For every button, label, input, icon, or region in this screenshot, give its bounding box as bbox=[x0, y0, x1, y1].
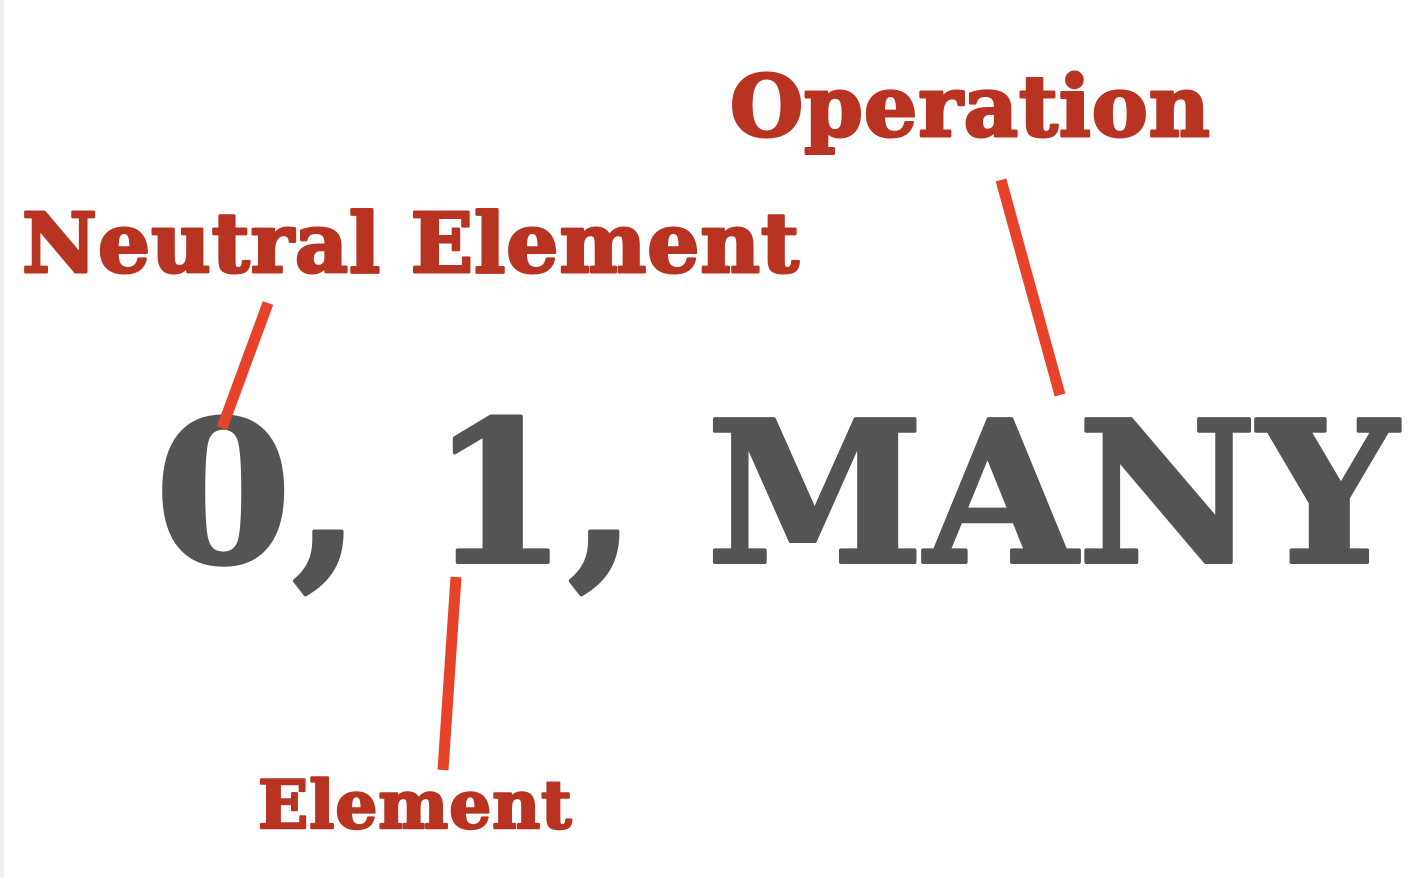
main-expression: 0, 1, MANY bbox=[155, 379, 1400, 609]
element-label: Element bbox=[258, 766, 573, 844]
operation-label: Operation bbox=[730, 57, 1211, 156]
neutral-element-label: Neutral Element bbox=[22, 196, 800, 292]
operation-connector-line bbox=[995, 178, 1066, 397]
element-connector-line bbox=[437, 576, 462, 771]
neutral-element-connector-line bbox=[216, 301, 274, 430]
slide-left-edge bbox=[0, 0, 4, 878]
